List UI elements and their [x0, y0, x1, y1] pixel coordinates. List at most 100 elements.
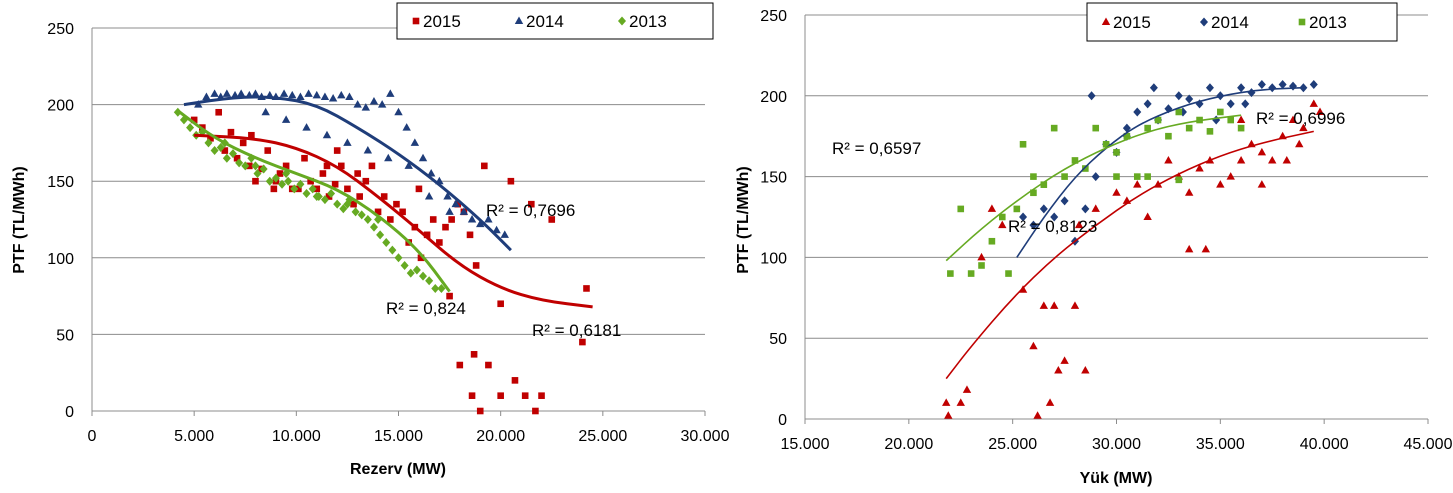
data-point: [1185, 94, 1194, 104]
data-point: [425, 276, 434, 286]
data-point: [376, 230, 385, 240]
data-point: [1039, 301, 1049, 309]
data-point: [1050, 124, 1058, 132]
data-point: [312, 90, 321, 99]
legend: 2015 2014 2013: [1086, 2, 1398, 42]
y-tick-label: 250: [47, 21, 74, 38]
data-point: [426, 169, 436, 177]
data-point: [1282, 155, 1291, 164]
data-point: [222, 153, 231, 163]
data-point: [239, 139, 247, 147]
x-tick-label: 40.000: [1300, 436, 1349, 453]
data-point: [1133, 180, 1142, 188]
data-point: [1005, 270, 1012, 277]
y-tick-label: 200: [760, 89, 787, 106]
data-point: [470, 351, 478, 358]
x-tick-label: 25.000: [988, 436, 1037, 453]
data-point: [538, 392, 545, 399]
data-point: [353, 100, 362, 108]
data-point: [1175, 108, 1183, 116]
data-point: [344, 185, 351, 193]
data-point: [1217, 108, 1224, 116]
data-point: [323, 162, 331, 170]
y-tick-label: 200: [47, 98, 74, 115]
data-point: [962, 385, 972, 393]
data-point: [583, 285, 590, 292]
data-point: [362, 177, 370, 185]
legend-label: 2015: [1113, 13, 1151, 32]
data-point: [1081, 204, 1090, 214]
data-point: [978, 262, 985, 269]
data-point: [1071, 157, 1079, 164]
data-point: [222, 89, 232, 97]
data-point: [1175, 176, 1183, 184]
trendline-2013: [178, 111, 451, 293]
data-point: [320, 92, 330, 100]
data-point: [1113, 173, 1120, 180]
data-point: [412, 265, 421, 275]
data-point: [481, 162, 488, 170]
data-point: [281, 115, 291, 123]
data-point: [343, 199, 352, 209]
data-point: [399, 208, 406, 216]
data-point: [1278, 79, 1287, 89]
data-point: [394, 107, 403, 116]
data-point: [261, 107, 270, 116]
data-point: [251, 89, 260, 97]
data-point: [579, 338, 586, 346]
data-point: [1087, 91, 1096, 101]
data-point: [468, 392, 476, 399]
data-point: [445, 207, 454, 215]
data-point: [1019, 140, 1027, 148]
data-point: [1123, 132, 1131, 140]
data-point: [485, 361, 492, 369]
data-point: [1257, 180, 1267, 188]
data-point: [402, 123, 411, 131]
data-point: [497, 300, 504, 308]
data-point: [451, 199, 460, 208]
data-point: [507, 177, 515, 185]
data-point: [384, 153, 393, 162]
data-point: [1226, 99, 1235, 109]
data-point: [492, 225, 501, 234]
data-point: [532, 407, 539, 415]
x-tick-label: 15.000: [781, 436, 830, 453]
data-point: [333, 147, 341, 154]
data-point: [1045, 398, 1055, 406]
data-point: [1091, 172, 1100, 182]
data-point: [957, 205, 965, 213]
data-point: [1184, 244, 1194, 253]
data-point: [1201, 244, 1210, 253]
data-point: [1133, 107, 1142, 117]
data-point: [967, 270, 975, 277]
legend-marker: [1200, 17, 1208, 27]
x-tick-label: 30.000: [1092, 436, 1141, 453]
data-point: [312, 192, 321, 202]
data-point: [394, 253, 403, 263]
data-point: [1149, 83, 1158, 93]
r-squared-label: R² = 0,7696: [486, 201, 575, 220]
y-tick-label: 150: [760, 170, 787, 187]
data-point: [521, 392, 529, 399]
data-point: [350, 200, 357, 208]
data-point: [1288, 115, 1298, 124]
data-point: [252, 177, 259, 185]
data-point: [429, 216, 437, 223]
data-point: [1237, 124, 1245, 132]
y-tick-label: 50: [769, 331, 787, 348]
data-point: [1143, 99, 1152, 109]
y-tick-label: 250: [760, 8, 787, 25]
data-point: [436, 239, 443, 246]
data-point: [1143, 212, 1152, 220]
data-point: [369, 222, 378, 232]
data-point: [331, 180, 339, 188]
data-point: [1257, 79, 1266, 89]
data-point: [246, 162, 253, 170]
legend-box: [396, 2, 714, 40]
data-point: [400, 260, 409, 270]
data-point: [327, 188, 336, 198]
data-point: [284, 176, 293, 186]
data-point: [363, 146, 373, 154]
data-point: [356, 193, 363, 200]
